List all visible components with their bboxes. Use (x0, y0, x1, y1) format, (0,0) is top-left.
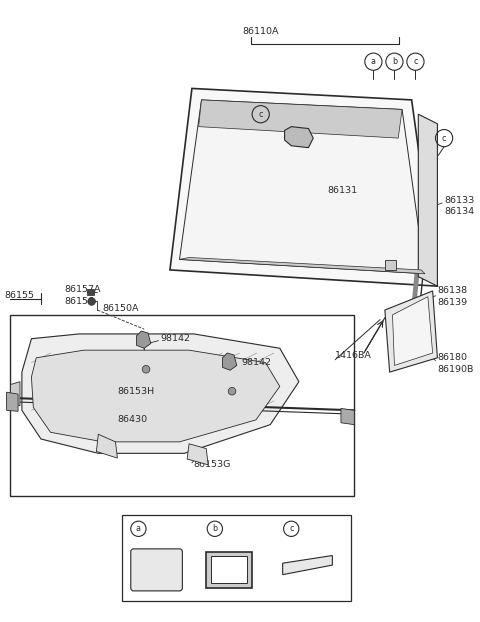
Polygon shape (31, 350, 280, 442)
Text: 86150A: 86150A (102, 304, 139, 313)
Polygon shape (136, 331, 151, 348)
Text: 86153G: 86153G (194, 460, 231, 469)
Text: 1416BA: 1416BA (335, 351, 372, 360)
Text: c: c (258, 109, 263, 119)
FancyBboxPatch shape (131, 549, 182, 591)
Text: 86139: 86139 (437, 298, 468, 307)
Text: 86157A: 86157A (64, 284, 100, 294)
Polygon shape (187, 443, 208, 465)
Circle shape (88, 297, 96, 305)
Text: 86180: 86180 (437, 353, 468, 362)
Polygon shape (96, 434, 118, 458)
Text: 86156: 86156 (64, 297, 94, 306)
Polygon shape (180, 100, 425, 274)
Text: 97257U: 97257U (225, 524, 263, 533)
Polygon shape (7, 392, 18, 411)
Text: 86115: 86115 (149, 524, 179, 533)
Text: 86153H: 86153H (118, 387, 155, 396)
Polygon shape (170, 88, 437, 286)
Text: 86138: 86138 (437, 287, 468, 295)
Polygon shape (285, 127, 313, 147)
Polygon shape (418, 114, 437, 286)
Text: 87864: 87864 (302, 524, 332, 533)
Text: c: c (289, 524, 293, 533)
Polygon shape (11, 382, 20, 406)
Text: c: c (413, 57, 418, 66)
FancyBboxPatch shape (122, 516, 351, 601)
Text: b: b (392, 57, 397, 66)
Text: 86430: 86430 (118, 415, 147, 424)
Polygon shape (393, 297, 432, 366)
Circle shape (228, 388, 236, 395)
Polygon shape (385, 291, 437, 372)
Circle shape (142, 366, 150, 373)
FancyBboxPatch shape (11, 315, 354, 496)
Text: 86110A: 86110A (242, 27, 279, 35)
Text: 86134: 86134 (444, 207, 474, 216)
Text: 86190B: 86190B (437, 364, 474, 374)
Polygon shape (283, 555, 332, 575)
Polygon shape (341, 409, 354, 425)
Text: 98142: 98142 (241, 358, 272, 367)
Text: 86155: 86155 (5, 291, 35, 300)
FancyBboxPatch shape (385, 261, 396, 270)
Polygon shape (22, 334, 299, 453)
Text: c: c (442, 134, 446, 142)
FancyBboxPatch shape (211, 557, 247, 583)
Text: b: b (212, 524, 217, 533)
Text: a: a (136, 524, 141, 533)
Text: 98142: 98142 (160, 334, 191, 343)
Polygon shape (199, 100, 402, 138)
Text: 86131: 86131 (327, 186, 358, 195)
Polygon shape (180, 258, 425, 274)
Polygon shape (223, 353, 237, 370)
FancyBboxPatch shape (206, 552, 252, 588)
Text: a: a (371, 57, 376, 66)
FancyBboxPatch shape (87, 289, 95, 295)
Text: 86133: 86133 (444, 196, 474, 205)
